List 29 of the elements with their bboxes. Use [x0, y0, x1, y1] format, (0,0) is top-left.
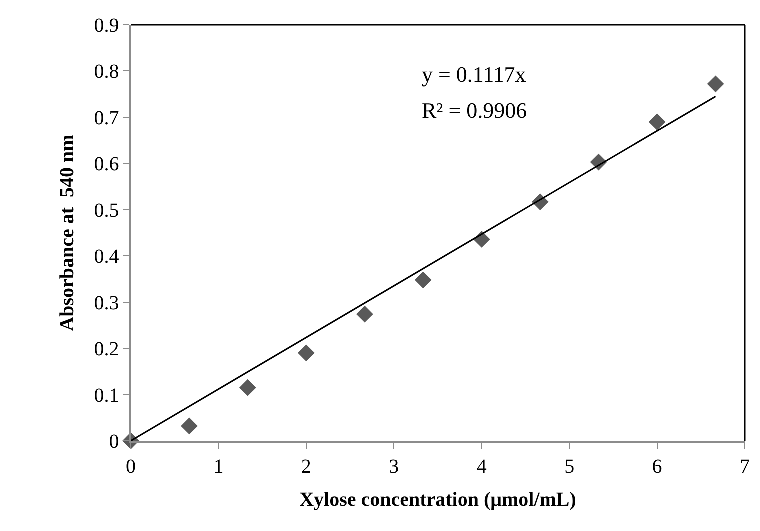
point [181, 418, 198, 435]
y-tick-label: 0.1 [94, 384, 120, 407]
annotation: R² = 0.9906 [422, 98, 528, 123]
x-tick-label: 7 [740, 456, 750, 478]
point [414, 272, 432, 289]
x-tick-label: 6 [652, 456, 662, 478]
point [648, 114, 666, 131]
y-tick-label: 0.5 [94, 200, 120, 222]
y-tick-label: 0.9 [94, 15, 120, 37]
point [239, 379, 256, 396]
y-tick-label: 0.2 [94, 338, 120, 361]
x-tick-label: 2 [301, 456, 312, 478]
annotation: y = 0.1117x [422, 62, 526, 87]
y-tick-label: 0.7 [94, 107, 120, 130]
y-tick-label: 0.4 [94, 246, 120, 268]
point [298, 344, 315, 362]
y-tick-label: 0.6 [94, 154, 120, 176]
x-tick-label: 0 [126, 456, 136, 478]
x-axis-title: Xylose concentration (μmol/mL) [300, 488, 576, 511]
x-tick-label: 3 [389, 456, 400, 478]
y-tick-label: 0.3 [94, 292, 120, 314]
y-axis-title: Absorbance at 540 nm [56, 134, 78, 332]
y-tick-label: 0 [109, 431, 120, 453]
y-tick-label: 0.8 [94, 61, 120, 84]
point [707, 76, 724, 93]
point [356, 306, 374, 323]
x-tick-label: 5 [564, 456, 575, 478]
x-tick-label: 1 [214, 456, 224, 478]
x-tick-label: 4 [476, 456, 487, 478]
